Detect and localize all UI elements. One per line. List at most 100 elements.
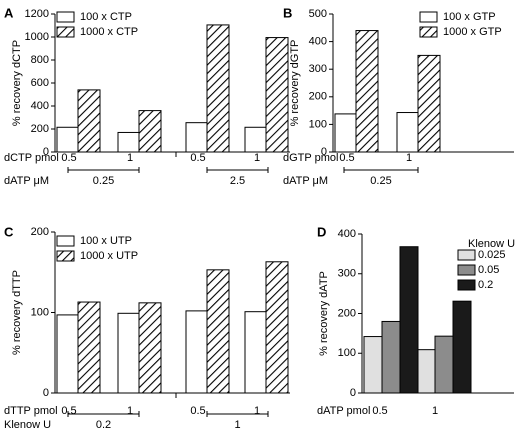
legend: Klenow U0.025 0.05 0.2 [457, 238, 515, 291]
y-axis-label: % recovery dGTP [289, 40, 301, 127]
condition-group-value: 0.25 [93, 175, 114, 187]
y-tick-label: 100 [338, 347, 356, 359]
bar-hatched [265, 37, 289, 153]
legend-label: 100 x UTP [80, 235, 132, 247]
bar-hatched [417, 54, 441, 153]
legend-swatch [419, 11, 438, 23]
condition-value: 1 [254, 405, 260, 417]
panel-a: A 0 200 400 600 800 1000 1200 % recovery dCTP 100… [4, 5, 290, 187]
condition-group-value: 2.5 [230, 175, 245, 187]
bar-hatched [206, 269, 230, 394]
legend-swatch [457, 249, 476, 261]
legend: 100 x GTP 1000 x GTP [419, 11, 502, 38]
y-tick-label: 200 [309, 91, 327, 103]
legend: 100 x UTP 1000 x UTP [56, 235, 138, 262]
y-tick-label: 200 [338, 307, 356, 319]
condition-row-label: dATP μM [283, 175, 328, 187]
bar-series-0 [334, 113, 358, 153]
bar-hatched [355, 30, 379, 153]
bar-series-2 [399, 246, 419, 394]
y-tick-label: 300 [338, 268, 356, 280]
condition-value: 0.5 [372, 405, 387, 417]
y-tick-label: 0 [43, 387, 49, 399]
condition-value: 1 [127, 405, 133, 417]
legend-swatch [56, 250, 75, 262]
condition-row-label: dATP pmol [317, 405, 370, 417]
bar-hatched [77, 89, 101, 153]
condition-row-label: dGTP pmol [283, 152, 338, 164]
bar-series-1 [381, 320, 401, 394]
legend-label: 100 x GTP [443, 11, 496, 23]
y-axis-label: % recovery dCTP [11, 40, 23, 126]
y-axis-label: % recovery dATP [318, 271, 330, 356]
legend-label: 0.025 [478, 249, 506, 261]
condition-group-value: 0.2 [96, 419, 111, 428]
y-axis-label: % recovery dTTP [11, 270, 23, 355]
bar-series-0 [416, 349, 436, 394]
bar-series-1 [434, 335, 454, 394]
y-tick-label: 0 [321, 146, 327, 158]
panel-letter: B [283, 5, 292, 20]
bar-series-2 [452, 300, 472, 394]
y-tick-label: 1200 [25, 8, 49, 20]
y-tick-label: 600 [31, 77, 49, 89]
y-tick-label: 100 [309, 118, 327, 130]
legend-swatch [457, 279, 476, 291]
panel-letter: A [4, 5, 14, 20]
bar-series-0 [363, 336, 383, 394]
legend-label: 1000 x CTP [80, 26, 138, 38]
y-tick-label: 800 [31, 54, 49, 66]
condition-row-label: dCTP pmol [4, 152, 59, 164]
bar-series-0 [396, 112, 420, 153]
condition-row-label: Klenow U [4, 419, 51, 428]
legend-label: 1000 x GTP [443, 26, 502, 38]
y-tick-label: 500 [309, 8, 327, 20]
condition-value: 0.5 [190, 405, 205, 417]
bar-series-0 [244, 126, 268, 153]
legend-swatch [56, 11, 75, 23]
condition-row-label: dATP μM [4, 175, 49, 187]
condition-value: 1 [432, 405, 438, 417]
legend-label: 1000 x UTP [80, 250, 138, 262]
legend-label: 0.05 [478, 264, 499, 276]
condition-value: 1 [406, 152, 412, 164]
bar-series-0 [56, 314, 80, 394]
y-tick-label: 300 [309, 63, 327, 75]
panel-b: B 0 100 200 300 400 500 % recovery dGTP 100 x GT… [283, 5, 514, 187]
legend-swatch [56, 26, 75, 38]
bar-series-0 [185, 310, 209, 394]
bar-series-0 [185, 122, 209, 153]
legend-swatch [56, 235, 75, 247]
legend-label: 0.2 [478, 279, 493, 291]
y-tick-label: 200 [31, 226, 49, 238]
bar-hatched [206, 24, 230, 153]
bar-hatched [138, 302, 162, 394]
legend: 100 x CTP 1000 x CTP [56, 11, 138, 38]
condition-group-value: 1 [234, 419, 240, 428]
y-tick-label: 0 [43, 146, 49, 158]
panel-c: C 0 100 200 % recovery dTTP 100 x UTP 1000 x U… [4, 224, 290, 428]
legend-swatch [457, 264, 476, 276]
legend-label: 100 x CTP [80, 11, 132, 23]
condition-value: 0.5 [339, 152, 354, 164]
panel-letter: D [317, 224, 326, 239]
condition-group-value: 0.25 [370, 175, 391, 187]
bar-series-0 [244, 311, 268, 394]
condition-value: 1 [254, 152, 260, 164]
y-tick-label: 0 [350, 387, 356, 399]
bar-series-0 [117, 131, 141, 153]
legend-swatch [419, 26, 438, 38]
bar-hatched [77, 301, 101, 394]
bar-hatched [265, 261, 289, 394]
bar-series-0 [117, 312, 141, 394]
condition-row-label: dTTP pmol [4, 405, 58, 417]
y-tick-label: 400 [31, 100, 49, 112]
condition-value: 0.5 [190, 152, 205, 164]
condition-value: 1 [127, 152, 133, 164]
bar-hatched [138, 110, 162, 153]
y-tick-label: 400 [309, 36, 327, 48]
legend-title: Klenow U [468, 238, 515, 250]
